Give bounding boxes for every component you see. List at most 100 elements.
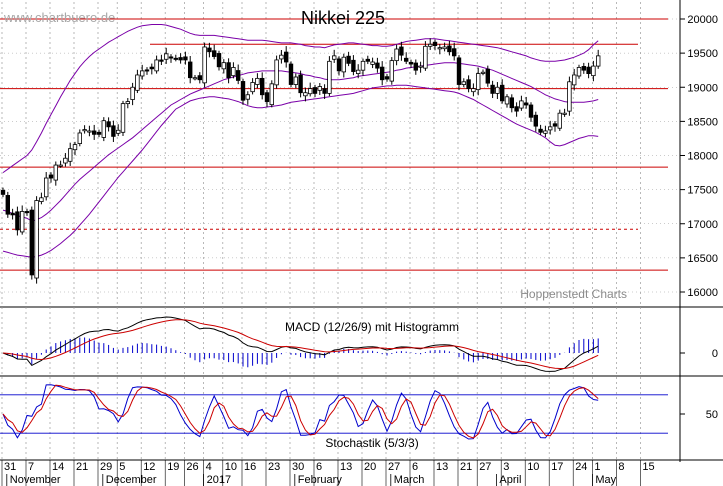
candle-body — [279, 54, 284, 60]
candle-body — [432, 41, 438, 47]
candle-body — [231, 67, 236, 77]
candle-body — [274, 59, 279, 86]
candle-body — [298, 74, 303, 94]
candle-body — [135, 74, 140, 91]
candle-body — [87, 130, 92, 133]
x-tick-label: 10 — [527, 461, 539, 473]
candle-body — [44, 177, 49, 198]
candle-body — [442, 46, 447, 50]
candle-body — [15, 211, 20, 231]
candle-body — [216, 53, 222, 68]
x-tick-label: 29 — [100, 461, 112, 473]
candle-body — [567, 81, 572, 112]
y-tick-label: 18000 — [687, 151, 718, 163]
candle-body — [557, 112, 562, 129]
candle-body — [178, 57, 183, 61]
macd-panel: 0 — [2, 316, 718, 372]
x-tick-label: 12 — [143, 461, 155, 473]
candle-body — [351, 59, 356, 72]
candle-body — [499, 84, 505, 102]
macd-signal-line — [2, 319, 599, 369]
candle-body — [68, 148, 73, 162]
candle-body — [379, 66, 385, 81]
candle-body — [39, 197, 44, 202]
candle-body — [437, 47, 442, 50]
y-tick-label: 19500 — [687, 48, 718, 60]
chart-title: Nikkei 225 — [301, 8, 385, 28]
candle-body — [418, 65, 423, 68]
candle-body — [283, 51, 289, 63]
candle-body — [173, 57, 178, 60]
stochastic-k-line — [2, 384, 599, 440]
candle-body — [154, 59, 159, 72]
y-tick-label: 19000 — [687, 82, 718, 94]
candle-body — [53, 164, 58, 181]
candle-body — [596, 55, 601, 67]
candle-body — [394, 48, 399, 62]
y-tick-label: 17500 — [687, 185, 718, 197]
candle-body — [192, 77, 198, 80]
candle-body — [101, 120, 106, 138]
y-tick-label: 17000 — [687, 219, 718, 231]
x-axis: 31 7 14 21 29 5 12 19 26 4 10 16 23 30 6 13 20 27 6 13 21 27 3… — [1, 460, 655, 486]
x-tick-label: 1 — [594, 461, 600, 473]
x-tick-label: 31 — [4, 461, 16, 473]
candle-body — [82, 129, 87, 132]
candle-body — [336, 58, 342, 72]
candle-body — [197, 75, 202, 81]
candle-body — [451, 48, 457, 57]
candle-body — [586, 66, 591, 74]
candle-body — [581, 66, 586, 71]
candle-body — [10, 212, 15, 216]
candle-body — [72, 144, 78, 151]
x-tick-label: 17 — [551, 461, 563, 473]
candle-body — [58, 164, 63, 167]
candle-body — [288, 63, 294, 85]
month-label: March — [394, 474, 425, 486]
month-label: February — [298, 474, 343, 486]
candle-body — [34, 200, 39, 279]
candle-body — [29, 209, 34, 276]
candle-body — [139, 70, 145, 77]
candle-body — [447, 45, 452, 53]
candle-body — [466, 79, 471, 90]
macd-line — [2, 316, 599, 372]
stochastic-title: Stochastik (5/3/3) — [325, 436, 418, 450]
candle-body — [235, 70, 241, 81]
candle-body — [461, 81, 466, 85]
candle-body — [317, 86, 322, 91]
candle-body — [514, 106, 519, 112]
stochastic-panel: 50 — [0, 384, 718, 440]
candle-body — [144, 69, 150, 72]
candle-body — [255, 77, 260, 85]
x-tick-label: 8 — [618, 461, 624, 473]
y-tick-label: 20000 — [687, 14, 718, 26]
candle-body — [293, 76, 298, 85]
candle-body — [24, 211, 30, 214]
candle-body — [303, 92, 308, 97]
candle-body — [163, 53, 169, 60]
candle-body — [259, 77, 265, 96]
candle-body — [183, 56, 188, 61]
candle-body — [19, 211, 25, 233]
x-tick-label: 15 — [642, 461, 654, 473]
month-label: April — [499, 474, 521, 486]
credit-label: Hoppenstedt Charts — [520, 287, 627, 301]
x-tick-label: 6 — [412, 461, 418, 473]
watermark: www.chartbuero.de — [3, 10, 115, 25]
candle-body — [269, 83, 274, 106]
candle-body — [202, 46, 207, 84]
candle-body — [77, 132, 82, 144]
candle-body — [346, 55, 351, 64]
candle-body — [312, 87, 318, 94]
candle-body — [240, 81, 246, 101]
candle-body — [226, 62, 231, 79]
candle-body — [120, 103, 126, 133]
x-tick-label: 27 — [479, 461, 491, 473]
macd-title: MACD (12/26/9) mit Histogramm — [285, 320, 459, 334]
candle-body — [370, 61, 375, 65]
x-tick-label: 26 — [186, 461, 198, 473]
price-panel — [0, 18, 668, 284]
x-tick-label: 30 — [292, 461, 304, 473]
candle-body — [399, 46, 404, 56]
